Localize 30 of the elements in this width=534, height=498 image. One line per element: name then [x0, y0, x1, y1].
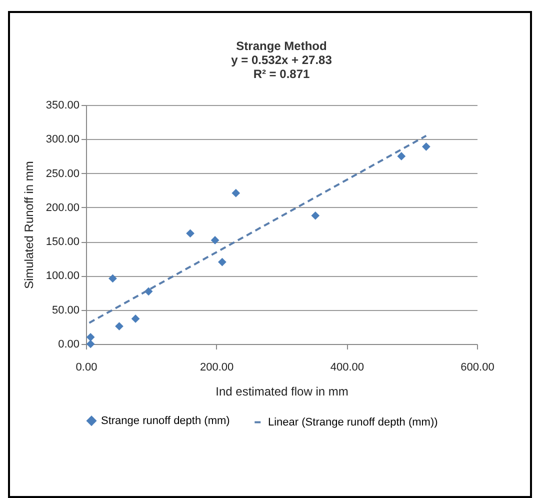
y-tick-label: 300.00 — [46, 134, 80, 146]
y-tick-label: 350.00 — [46, 100, 80, 112]
point — [422, 142, 430, 151]
x-tick-label: 600.00 — [460, 362, 494, 374]
y-tick-label: 250.00 — [46, 168, 80, 180]
x-tick-label: 200.00 — [200, 362, 234, 374]
legend-label: Strange runoff depth (mm) — [101, 414, 230, 427]
point — [108, 274, 117, 283]
point — [115, 322, 124, 330]
y-tick-label: 100.00 — [46, 270, 80, 282]
point — [232, 188, 240, 198]
point — [86, 332, 95, 342]
point — [210, 236, 220, 244]
legend-label: Linear (Strange runoff depth (mm)) — [268, 416, 438, 428]
point — [218, 258, 226, 266]
point — [131, 314, 140, 323]
x-tick-label: 400.00 — [330, 362, 364, 374]
y-axis-title: Simulated Runoff in mm — [22, 161, 36, 289]
y-tick-label: 50.00 — [52, 304, 80, 316]
x-axis-title: Ind estimated flow in mm — [216, 384, 348, 398]
x-tick-label: 0.00 — [76, 362, 98, 374]
y-tick-label: 150.00 — [46, 236, 80, 248]
y-tick-label: 0.00 — [58, 338, 80, 350]
point — [311, 211, 320, 220]
point — [397, 152, 406, 160]
y-tick-label: 200.00 — [46, 202, 80, 214]
point — [186, 229, 194, 238]
text: R² = 0.871 — [253, 67, 310, 81]
text: y = 0.532x + 27.83 — [231, 53, 332, 67]
chart-title: Strange Method — [236, 39, 327, 53]
